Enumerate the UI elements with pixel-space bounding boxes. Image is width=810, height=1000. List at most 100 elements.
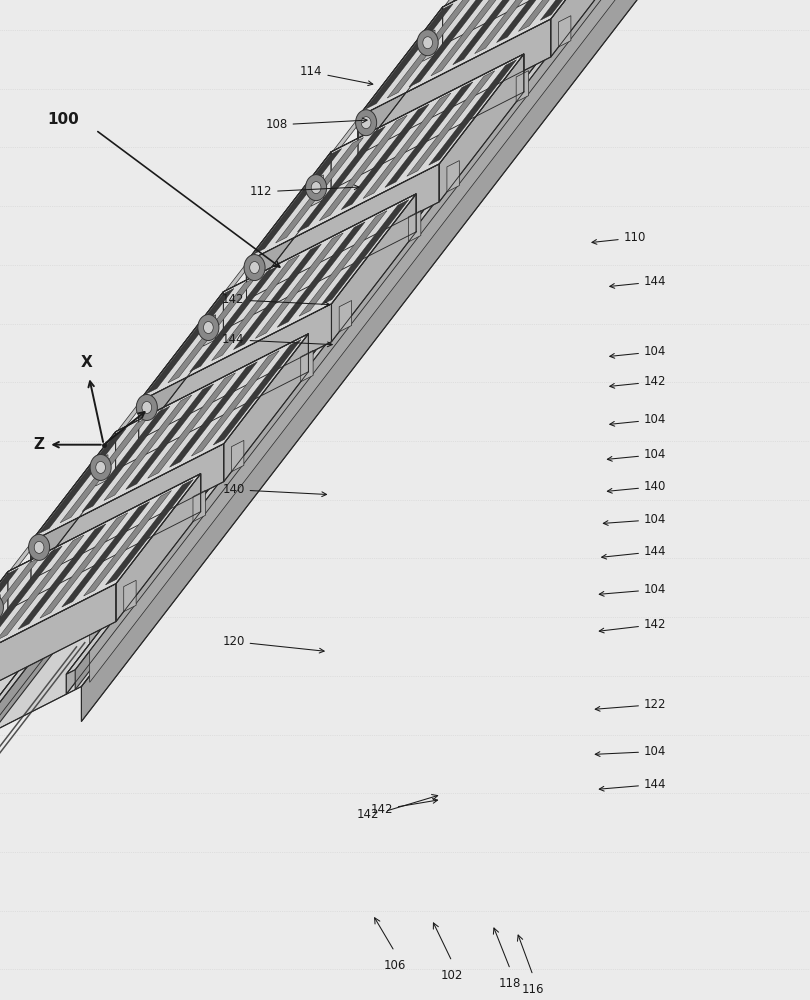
Text: 104: 104: [595, 745, 667, 758]
Polygon shape: [0, 0, 569, 732]
Polygon shape: [0, 4, 487, 758]
Text: 122: 122: [595, 698, 667, 711]
Polygon shape: [0, 546, 62, 652]
Polygon shape: [442, 0, 635, 45]
Polygon shape: [478, 4, 487, 29]
Circle shape: [90, 454, 111, 480]
Circle shape: [34, 541, 44, 553]
Polygon shape: [0, 584, 116, 720]
Text: 114: 114: [300, 65, 373, 86]
Polygon shape: [431, 0, 518, 76]
Text: 142: 142: [370, 799, 437, 816]
Polygon shape: [408, 211, 421, 242]
Text: 102: 102: [441, 969, 463, 982]
Polygon shape: [211, 255, 300, 361]
Polygon shape: [365, 4, 454, 109]
Polygon shape: [139, 304, 331, 440]
Polygon shape: [75, 0, 652, 690]
Text: 142: 142: [356, 808, 379, 821]
Text: 106: 106: [383, 959, 406, 972]
Polygon shape: [0, 0, 569, 716]
Polygon shape: [385, 82, 473, 187]
Polygon shape: [191, 351, 279, 456]
Polygon shape: [475, 0, 562, 54]
Polygon shape: [428, 60, 517, 165]
Polygon shape: [104, 395, 192, 501]
Polygon shape: [224, 194, 416, 330]
Polygon shape: [116, 474, 201, 622]
Polygon shape: [0, 0, 659, 784]
Polygon shape: [297, 126, 386, 232]
Circle shape: [249, 262, 259, 274]
Polygon shape: [60, 417, 148, 523]
Text: 104: 104: [610, 345, 667, 358]
Polygon shape: [90, 0, 667, 682]
Polygon shape: [277, 222, 365, 327]
Polygon shape: [551, 0, 635, 57]
Text: 110: 110: [592, 231, 646, 244]
Polygon shape: [409, 0, 497, 87]
Polygon shape: [558, 16, 571, 47]
Text: 108: 108: [266, 118, 367, 131]
Polygon shape: [339, 300, 352, 332]
Circle shape: [417, 30, 438, 56]
Polygon shape: [246, 152, 331, 300]
Text: 140: 140: [608, 480, 667, 493]
Polygon shape: [18, 524, 106, 629]
Polygon shape: [96, 455, 108, 486]
Polygon shape: [233, 244, 322, 350]
Polygon shape: [116, 334, 309, 470]
Polygon shape: [331, 54, 524, 190]
Polygon shape: [124, 580, 136, 612]
Text: 142: 142: [222, 293, 330, 307]
Polygon shape: [146, 288, 234, 394]
Polygon shape: [358, 0, 635, 117]
Polygon shape: [447, 161, 459, 192]
Circle shape: [311, 182, 321, 194]
Polygon shape: [0, 4, 487, 774]
Text: 104: 104: [599, 583, 667, 596]
Polygon shape: [66, 0, 643, 694]
Polygon shape: [0, 35, 466, 819]
Polygon shape: [0, 0, 466, 739]
Text: 142: 142: [599, 618, 667, 633]
Text: 142: 142: [610, 375, 667, 388]
Polygon shape: [126, 384, 214, 489]
Text: Z: Z: [34, 437, 45, 452]
Polygon shape: [0, 568, 19, 674]
Polygon shape: [363, 93, 451, 199]
Polygon shape: [31, 444, 224, 580]
Polygon shape: [254, 149, 342, 254]
Text: 144: 144: [610, 275, 667, 288]
Polygon shape: [246, 54, 524, 262]
Polygon shape: [169, 362, 258, 467]
Polygon shape: [203, 315, 215, 346]
Text: 144: 144: [222, 333, 332, 347]
Polygon shape: [407, 71, 495, 176]
Polygon shape: [8, 474, 201, 610]
Polygon shape: [458, 0, 466, 39]
Polygon shape: [0, 9, 478, 778]
Polygon shape: [0, 572, 8, 720]
Polygon shape: [516, 71, 529, 102]
Polygon shape: [31, 432, 116, 580]
Text: 100: 100: [48, 112, 79, 127]
Circle shape: [361, 117, 371, 129]
Polygon shape: [168, 277, 256, 383]
Polygon shape: [453, 0, 541, 65]
Circle shape: [96, 461, 105, 473]
Circle shape: [423, 37, 433, 49]
Polygon shape: [0, 474, 201, 682]
Polygon shape: [66, 0, 652, 674]
Polygon shape: [147, 373, 236, 478]
Polygon shape: [319, 115, 407, 221]
Text: 104: 104: [608, 448, 667, 461]
Text: 104: 104: [610, 413, 667, 426]
Polygon shape: [423, 30, 435, 61]
Polygon shape: [62, 502, 150, 607]
Polygon shape: [213, 340, 301, 445]
Circle shape: [136, 394, 157, 420]
Polygon shape: [81, 0, 667, 637]
Polygon shape: [358, 7, 442, 155]
Circle shape: [305, 175, 326, 201]
